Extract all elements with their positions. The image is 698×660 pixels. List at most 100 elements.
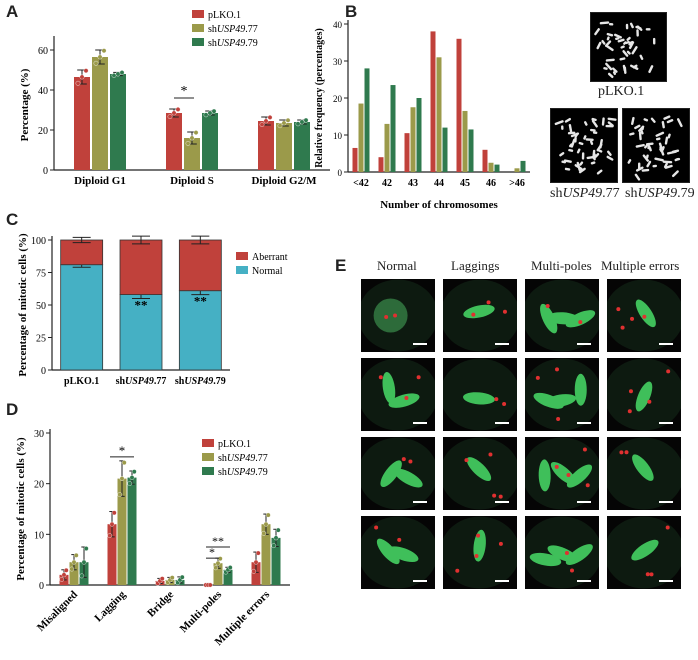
scale-bar: [413, 343, 427, 345]
chromosome: [594, 28, 600, 36]
chromosome: [585, 138, 594, 142]
panel-e-micrograph-grid: [361, 279, 683, 590]
chromosome: [605, 44, 614, 52]
chromosome: [612, 71, 617, 76]
data-point: [129, 475, 135, 480]
micrograph-image: [361, 516, 435, 589]
centrosome: [630, 316, 635, 321]
chromosome: [617, 38, 625, 43]
bar: [442, 127, 448, 172]
chromosome: [561, 125, 564, 130]
label-suffix: .77: [602, 186, 620, 201]
chromosome: [622, 50, 629, 57]
chromosome: [641, 125, 645, 131]
chart-a: 0 20 40 60 Percentage (%) Diploid G1 Diploid S…: [19, 10, 330, 187]
chromosome: [661, 120, 665, 129]
category-label: pLKO.1: [64, 376, 99, 387]
chromosome: [606, 150, 612, 156]
centrosome: [647, 399, 652, 404]
chromosome: [619, 57, 626, 61]
centrosome: [408, 459, 413, 464]
chromosome: [594, 152, 600, 158]
y-tick-label: 75: [36, 269, 46, 280]
chromosome-mass: [463, 304, 495, 319]
micrograph-cell: [361, 279, 435, 352]
bar: [74, 77, 90, 170]
bar: [223, 569, 233, 585]
scale-bar: [659, 580, 673, 582]
chromosome-mass: [473, 529, 486, 562]
chromosome: [574, 132, 579, 138]
bar: [390, 85, 396, 172]
data-point: [111, 510, 117, 516]
bar: [92, 57, 108, 170]
legend-swatch: [192, 38, 204, 46]
chromosome: [663, 115, 671, 120]
chromosome: [611, 67, 618, 73]
chromosome: [583, 135, 587, 140]
centrosome: [464, 458, 469, 463]
micrograph-cell: [525, 358, 599, 431]
cell-background: [361, 358, 435, 431]
data-point: [83, 68, 89, 74]
chromosome: [576, 148, 581, 154]
scale-bar: [495, 501, 509, 503]
chromosome: [581, 152, 585, 160]
chromosome: [596, 169, 603, 175]
data-point: [175, 107, 181, 112]
data-point: [275, 527, 281, 533]
centrosome: [620, 325, 625, 330]
chromosome: [650, 117, 656, 123]
centrosome: [474, 553, 479, 558]
data-point: [193, 130, 199, 136]
stacked-bar-segment: [60, 264, 104, 371]
chromosome: [654, 157, 664, 162]
data-point: [259, 122, 265, 128]
legend-label: shUSP49.79: [208, 38, 258, 49]
data-point: [295, 121, 301, 127]
data-point: [167, 114, 173, 120]
label-suffix: .79: [677, 186, 695, 201]
karyotype-plko1-image: [590, 12, 667, 82]
data-point: [97, 54, 103, 60]
label-prefix: sh: [625, 186, 638, 201]
bar: [364, 68, 370, 172]
data-point: [207, 582, 213, 588]
data-point: [79, 74, 85, 80]
data-point: [179, 574, 185, 580]
chromosome: [603, 67, 608, 70]
bar: [488, 162, 494, 172]
chromosome: [647, 145, 652, 152]
centrosome: [645, 572, 650, 577]
bar: [276, 123, 292, 170]
scale-bar: [495, 343, 509, 345]
chromosome-mass: [376, 538, 400, 565]
panel-e-col-multiple-errors: Multiple errors: [601, 258, 680, 273]
chromosome: [623, 66, 627, 74]
scale-bar: [577, 422, 591, 424]
data-point: [267, 115, 273, 120]
panel-label-b: B: [345, 2, 358, 21]
centrosome: [566, 473, 571, 478]
data-point: [83, 546, 89, 551]
centrosome: [455, 568, 460, 573]
chromosome: [626, 50, 631, 55]
centrosome: [585, 483, 590, 488]
legend-swatch: [236, 252, 248, 260]
centrosome: [624, 450, 629, 455]
panel-e-col-normal: Normal: [377, 258, 417, 273]
chromosome: [606, 155, 614, 161]
data-point: [109, 521, 115, 527]
micrograph-image: [525, 516, 599, 589]
y-tick-label: 0: [43, 166, 48, 177]
y-tick-label: 20: [333, 94, 343, 104]
chromosome: [606, 36, 610, 41]
chromosome: [601, 39, 606, 45]
chromosome-mass: [538, 459, 551, 492]
y-tick-label: 40: [38, 86, 48, 97]
data-point: [261, 530, 267, 536]
micrograph-image: [525, 358, 599, 431]
legend-label: Normal: [252, 266, 283, 277]
y-tick-label: 0: [338, 168, 343, 178]
chromosome: [635, 143, 645, 148]
